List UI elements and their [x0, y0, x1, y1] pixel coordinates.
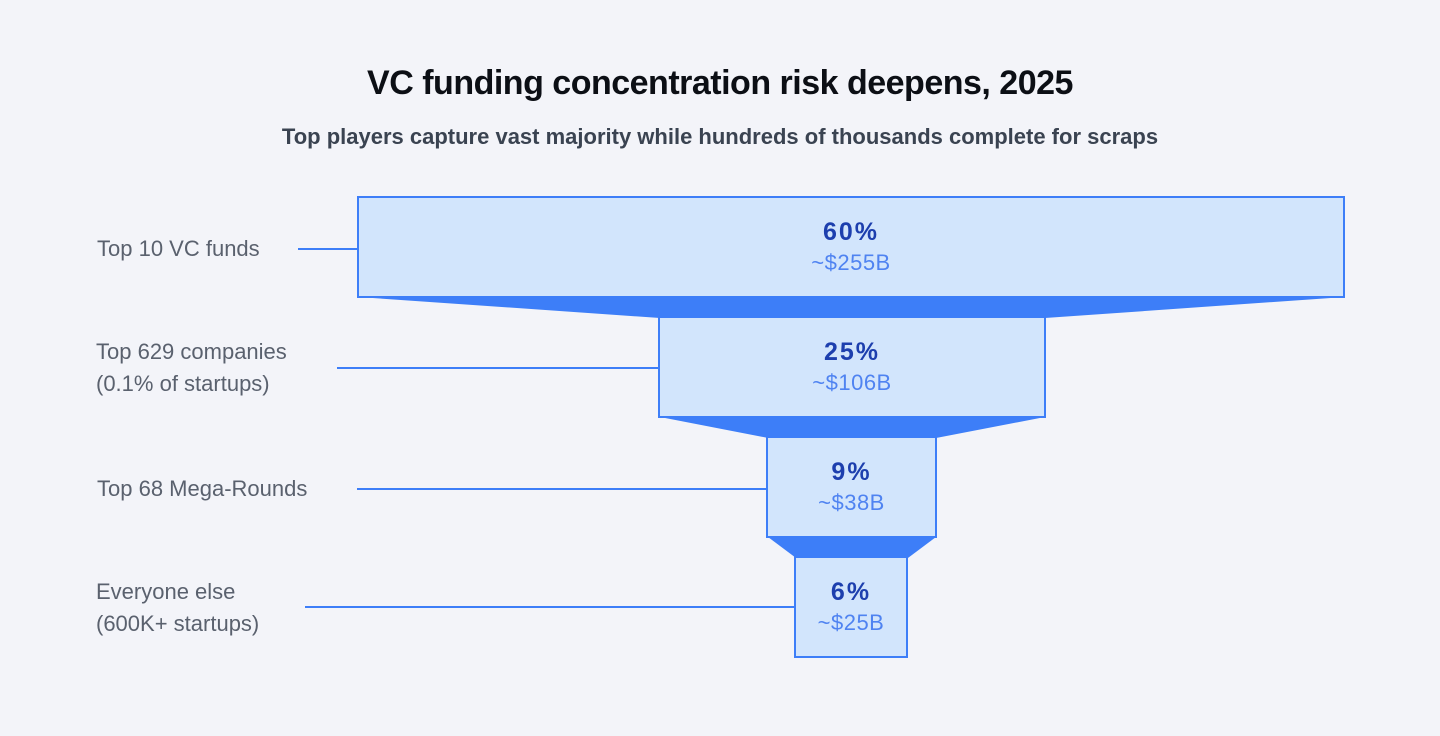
stage-label-line2: (0.1% of startups) — [96, 371, 270, 396]
stage-percent: 9% — [831, 458, 872, 486]
funnel-transition-band-1 — [358, 297, 1345, 318]
funnel-stage-top-68-mega-rounds: 9% ~$38B — [766, 436, 937, 538]
connector-line-top-10-vc-funds — [298, 248, 359, 250]
chart-subtitle: Top players capture vast majority while … — [281, 124, 1159, 149]
stage-label-line1: Top 10 VC funds — [97, 236, 260, 261]
connector-line-top-629-companies — [337, 367, 660, 369]
stage-percent: 60% — [822, 218, 880, 246]
funnel-transition-band-3 — [768, 537, 936, 558]
stage-percent: 6% — [830, 578, 872, 606]
stage-value: ~$255B — [811, 250, 891, 275]
funnel-stage-everyone-else: 6% ~$25B — [794, 556, 908, 658]
connector-line-top-68-mega-rounds — [357, 488, 768, 490]
connector-line-everyone-else — [305, 606, 796, 608]
stage-label-line1: Everyone else — [96, 579, 236, 604]
funnel-stage-top-10-vc-funds: 60% ~$255B — [357, 196, 1345, 298]
stage-label-top-629-companies: Top 629 companies (0.1% of startups) — [96, 336, 287, 400]
stage-value: ~$106B — [812, 370, 892, 395]
stage-label-everyone-else: Everyone else (600K+ startups) — [96, 576, 259, 640]
funnel-stage-top-629-companies: 25% ~$106B — [658, 316, 1046, 418]
stage-value: ~$38B — [818, 490, 885, 515]
stage-label-line1: Top 68 Mega-Rounds — [97, 476, 308, 501]
stage-label-line1: Top 629 companies — [96, 339, 287, 364]
stage-value: ~$25B — [817, 610, 885, 635]
funnel-transition-band-2 — [660, 417, 1045, 438]
stage-label-line2: (600K+ startups) — [96, 611, 260, 636]
stage-percent: 25% — [823, 338, 881, 366]
stage-label-top-10-vc-funds: Top 10 VC funds — [97, 233, 260, 265]
stage-label-top-68-mega-rounds: Top 68 Mega-Rounds — [97, 473, 307, 505]
chart-title: VC funding concentration risk deepens, 2… — [367, 64, 1073, 102]
